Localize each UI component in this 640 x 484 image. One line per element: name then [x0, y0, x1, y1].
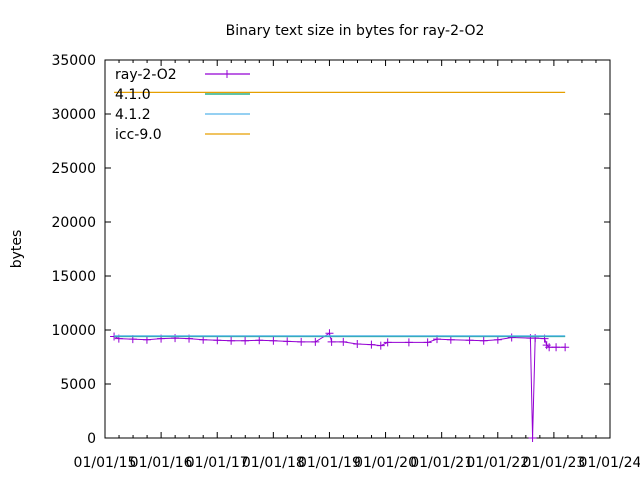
y-axis-label: bytes — [9, 230, 25, 269]
x-tick-label: 01/01/22 — [466, 455, 529, 471]
legend-label: 4.1.2 — [115, 107, 151, 123]
data-point — [255, 336, 264, 345]
data-point — [227, 336, 236, 345]
data-point — [339, 337, 348, 346]
x-tick-label: 01/01/18 — [242, 455, 305, 471]
data-point — [213, 336, 222, 345]
legend-label: 4.1.0 — [115, 87, 151, 103]
data-point — [561, 343, 570, 352]
x-tick-label: 01/01/24 — [579, 455, 640, 471]
y-tick-label: 35000 — [51, 53, 96, 69]
data-point — [528, 434, 537, 442]
legend-label: icc-9.0 — [115, 127, 162, 143]
y-tick-label: 25000 — [51, 161, 96, 177]
data-point — [241, 336, 250, 345]
series-line-ray-2-O2 — [113, 332, 566, 439]
data-point — [404, 338, 413, 347]
data-point — [465, 336, 474, 345]
data-point — [545, 343, 554, 352]
data-point — [423, 338, 432, 347]
y-tick-label: 0 — [87, 431, 96, 447]
data-point — [507, 333, 516, 342]
x-tick-label: 01/01/19 — [298, 455, 361, 471]
data-point — [353, 340, 362, 349]
data-point — [552, 343, 561, 352]
y-tick-label: 15000 — [51, 269, 96, 285]
chart-title: Binary text size in bytes for ray-2-O2 — [226, 23, 485, 39]
y-tick-label: 5000 — [60, 377, 96, 393]
data-point — [297, 337, 306, 346]
data-point — [383, 338, 392, 347]
data-point — [479, 336, 488, 345]
x-tick-label: 01/01/21 — [410, 455, 473, 471]
legend-label: ray-2-O2 — [115, 67, 177, 83]
x-tick-label: 01/01/20 — [354, 455, 417, 471]
data-point — [327, 337, 336, 346]
data-point — [269, 336, 278, 345]
x-tick-label: 01/01/17 — [186, 455, 249, 471]
x-tick-label: 01/01/16 — [130, 455, 193, 471]
x-tick-label: 01/01/15 — [74, 455, 137, 471]
data-point — [367, 340, 376, 349]
y-tick-label: 30000 — [51, 107, 96, 123]
data-point — [311, 337, 320, 346]
data-point — [376, 341, 385, 350]
data-point — [283, 337, 292, 346]
y-tick-label: 10000 — [51, 323, 96, 339]
y-tick-label: 20000 — [51, 215, 96, 231]
x-tick-label: 01/01/23 — [522, 455, 585, 471]
